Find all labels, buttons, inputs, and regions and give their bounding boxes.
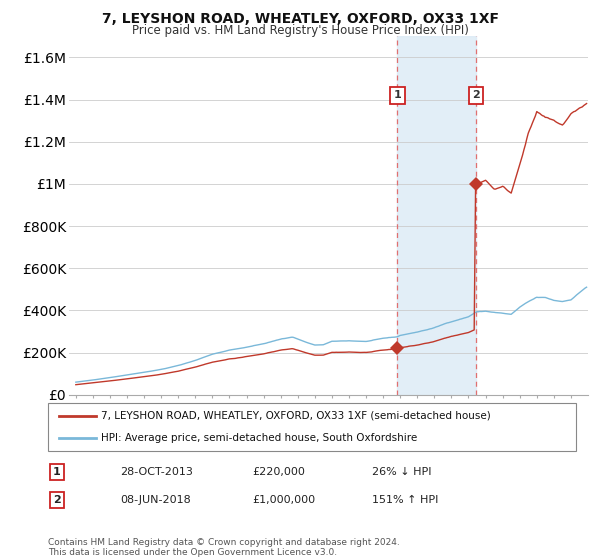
Text: 1: 1 [394,90,401,100]
Text: 2: 2 [53,495,61,505]
Text: 7, LEYSHON ROAD, WHEATLEY, OXFORD, OX33 1XF (semi-detached house): 7, LEYSHON ROAD, WHEATLEY, OXFORD, OX33 … [101,410,491,421]
Text: £1,000,000: £1,000,000 [252,495,315,505]
Text: 26% ↓ HPI: 26% ↓ HPI [372,467,431,477]
Text: 28-OCT-2013: 28-OCT-2013 [120,467,193,477]
Text: Contains HM Land Registry data © Crown copyright and database right 2024.
This d: Contains HM Land Registry data © Crown c… [48,538,400,557]
Text: Price paid vs. HM Land Registry's House Price Index (HPI): Price paid vs. HM Land Registry's House … [131,24,469,36]
Text: 1: 1 [53,467,61,477]
Text: HPI: Average price, semi-detached house, South Oxfordshire: HPI: Average price, semi-detached house,… [101,433,417,444]
Text: 151% ↑ HPI: 151% ↑ HPI [372,495,439,505]
Text: 7, LEYSHON ROAD, WHEATLEY, OXFORD, OX33 1XF: 7, LEYSHON ROAD, WHEATLEY, OXFORD, OX33 … [101,12,499,26]
Bar [397,36,476,395]
Text: 08-JUN-2018: 08-JUN-2018 [120,495,191,505]
Text: £220,000: £220,000 [252,467,305,477]
Text: 2: 2 [472,90,480,100]
